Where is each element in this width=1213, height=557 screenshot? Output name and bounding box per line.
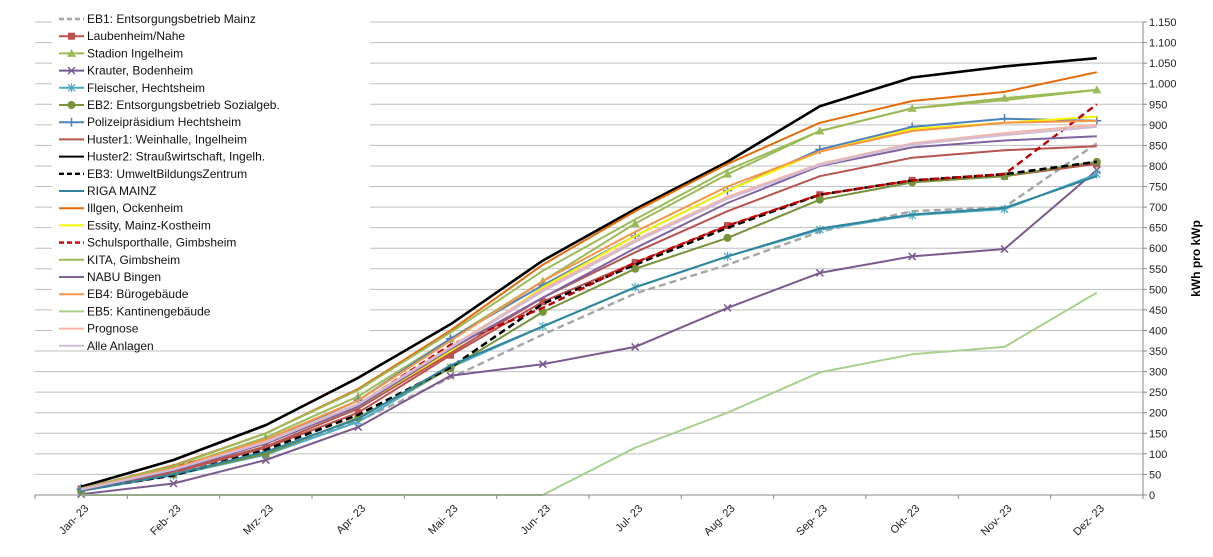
y-axis-label: kWh pro kWp <box>1189 220 1203 297</box>
data-point <box>631 265 639 273</box>
y-tick-label: 0 <box>1149 490 1155 502</box>
y-tick-label: 950 <box>1149 99 1167 111</box>
legend-label: EB1: Entsorgungsbetrieb Mainz <box>87 12 256 26</box>
y-tick-label: 50 <box>1149 469 1161 481</box>
y-tick-label: 1.000 <box>1149 79 1177 91</box>
y-tick-label: 900 <box>1149 120 1167 132</box>
legend-label: Illgen, Ockenheim <box>87 201 183 215</box>
legend-item: Polizeipräsidium Hechtsheim <box>59 115 241 129</box>
x-axis-ticks: Jan- 23 Feb- 23 Mrz- 23 Apr- 23 Mai- 23 Jun- … <box>35 495 1143 538</box>
legend-label: Huster1: Weinhalle, Ingelheim <box>87 132 247 146</box>
y-tick-label: 750 <box>1149 182 1167 194</box>
legend-item: EB3: UmweltBildungsZentrum <box>59 167 247 181</box>
legend-label: Polizeipräsidium Hechtsheim <box>87 115 241 129</box>
x-tick-label: Dez- 23 <box>1071 503 1107 539</box>
legend-label: RIGA MAINZ <box>87 184 156 198</box>
legend-label: KITA, Gimbsheim <box>87 253 180 267</box>
legend-label: Prognose <box>87 322 139 336</box>
x-tick-label: Jun- 23 <box>519 503 553 537</box>
y-tick-label: 600 <box>1149 243 1167 255</box>
y-tick-label: 150 <box>1149 428 1167 440</box>
legend-label: EB2: Entsorgungsbetrieb Sozialgeb. <box>87 98 280 112</box>
legend-label: EB4: Bürogebäude <box>87 287 189 301</box>
data-point <box>68 33 75 40</box>
y-tick-label: 250 <box>1149 387 1167 399</box>
legend-label: Stadion Ingelheim <box>87 46 183 60</box>
y-tick-label: 100 <box>1149 449 1167 461</box>
x-tick-label: Mrz- 23 <box>241 503 276 538</box>
y-tick-label: 500 <box>1149 284 1167 296</box>
legend-label: EB5: Kantinengebäude <box>87 304 211 318</box>
y-tick-label: 300 <box>1149 367 1167 379</box>
legend: EB1: Entsorgungsbetrieb Mainz Laubenheim/… <box>52 8 370 353</box>
y-tick-label: 1.150 <box>1149 17 1177 29</box>
x-tick-label: Nov- 23 <box>979 503 1015 539</box>
y-tick-label: 450 <box>1149 305 1167 317</box>
x-tick-label: Jul- 23 <box>613 503 645 535</box>
y-tick-label: 200 <box>1149 408 1167 420</box>
x-tick-label: Mai- 23 <box>426 503 460 537</box>
legend-item: Huster2: Straußwirtschaft, Ingelh. <box>59 150 265 164</box>
legend-label: Laubenheim/Nahe <box>87 29 185 43</box>
data-point <box>68 101 76 109</box>
y-tick-label: 400 <box>1149 325 1167 337</box>
legend-label: Alle Anlagen <box>87 339 154 353</box>
legend-item: Huster1: Weinhalle, Ingelheim <box>59 132 247 146</box>
y-tick-label: 350 <box>1149 346 1167 358</box>
x-tick-label: Jan- 23 <box>57 503 91 537</box>
y-tick-label: 850 <box>1149 140 1167 152</box>
x-tick-label: Okt- 23 <box>888 503 922 537</box>
legend-label: Fleischer, Hechtsheim <box>87 81 205 95</box>
x-tick-label: Apr- 23 <box>334 503 368 537</box>
legend-label: Krauter, Bodenheim <box>87 64 193 78</box>
legend-item: EB2: Entsorgungsbetrieb Sozialgeb. <box>59 98 280 112</box>
x-tick-label: Feb- 23 <box>148 503 183 538</box>
y-tick-label: 700 <box>1149 202 1167 214</box>
x-tick-label: Sep- 23 <box>794 503 830 539</box>
legend-label: Essity, Mainz-Kostheim <box>87 218 211 232</box>
y-tick-label: 1.050 <box>1149 58 1177 70</box>
legend-item: EB1: Entsorgungsbetrieb Mainz <box>59 12 256 26</box>
y-axis-ticks: 0 50 100 150 200 250 300 350 400 450 500 550 600 650 7… <box>1143 17 1177 502</box>
x-tick-label: Aug- 23 <box>702 503 738 539</box>
y-tick-label: 650 <box>1149 223 1167 235</box>
legend-label: Huster2: Straußwirtschaft, Ingelh. <box>87 150 265 164</box>
y-tick-label: 1.100 <box>1149 38 1177 50</box>
y-tick-label: 800 <box>1149 161 1167 173</box>
legend-label: Schulsporthalle, Gimbsheim <box>87 236 236 250</box>
legend-label: NABU Bingen <box>87 270 161 284</box>
legend-label: EB3: UmweltBildungsZentrum <box>87 167 247 181</box>
data-point <box>724 234 732 242</box>
y-tick-label: 550 <box>1149 264 1167 276</box>
